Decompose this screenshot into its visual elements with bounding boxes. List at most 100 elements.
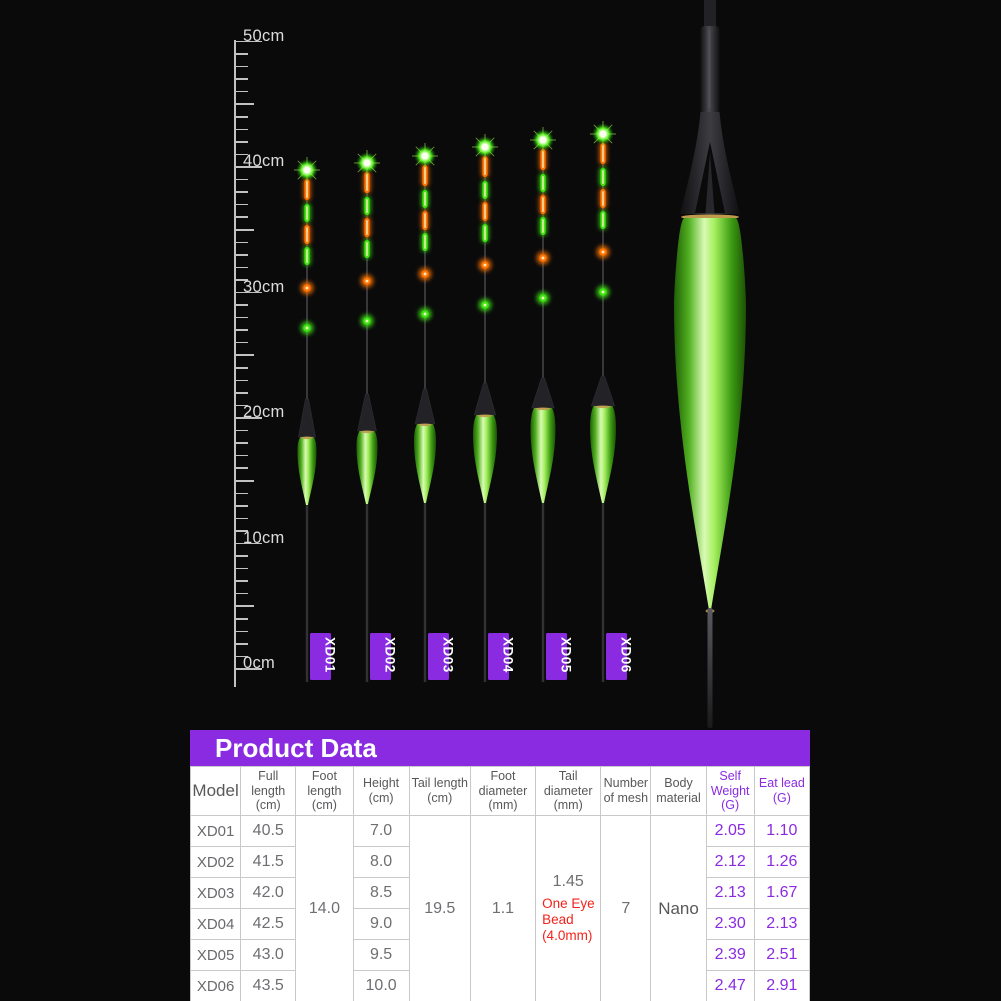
- big-float-rod: [704, 0, 716, 30]
- cell-number-of-mesh: 7: [600, 815, 652, 1001]
- ruler-tick: [235, 643, 248, 645]
- cell-eat-lead: 1.67: [753, 877, 811, 909]
- led-stripe-green: [599, 167, 607, 187]
- spec-table-wrap: Model Full length (cm) Foot length (cm) Heigh…: [189, 766, 811, 1001]
- svg-text:XD06: XD06: [619, 637, 634, 673]
- led-stripe-green: [539, 173, 547, 193]
- cell-height: 7.0: [352, 815, 410, 847]
- gold-ring: [360, 430, 374, 434]
- ruler-tick: [235, 178, 248, 181]
- led-tip-glow: [412, 143, 438, 169]
- one-eye-bead-note: One Eye Bead (4.0mm): [542, 895, 595, 944]
- float-xd01: XD01: [294, 157, 338, 682]
- ruler-tick: [235, 354, 254, 357]
- cell-full-length: 42.0: [240, 877, 297, 909]
- svg-text:XD04: XD04: [501, 637, 516, 673]
- gold-ring: [595, 405, 611, 409]
- ruler-label: 0cm: [243, 654, 276, 672]
- ruler-tick: [235, 668, 262, 670]
- svg-text:XD01: XD01: [323, 637, 338, 673]
- led-stripe-green: [421, 232, 429, 252]
- ruler-tick: [235, 505, 248, 507]
- led-stripe-orange: [481, 201, 489, 222]
- cell-self-weight: 2.12: [705, 846, 755, 878]
- cone-joint: [590, 375, 616, 407]
- cell-full-length: 42.5: [240, 908, 297, 940]
- cell-full-length: 41.5: [240, 846, 297, 878]
- led-dot-orange: [536, 251, 550, 265]
- ruler-tick: [235, 304, 248, 306]
- cell-self-weight: 2.05: [705, 815, 755, 847]
- ruler-tick: [235, 53, 248, 55]
- spec-table: Model Full length (cm) Foot length (cm) Heigh…: [189, 766, 811, 1001]
- cell-eat-lead: 2.51: [753, 939, 811, 971]
- ruler-tick: [235, 467, 248, 469]
- float-xd05: XD05: [530, 127, 574, 682]
- cell-self-weight: 2.47: [705, 970, 755, 1001]
- float-label-xd06: XD06: [606, 633, 634, 680]
- ruler-tick: [235, 216, 248, 218]
- float-body: [530, 408, 556, 503]
- ruler-tick: [235, 153, 248, 156]
- ruler-tick: [235, 40, 262, 43]
- table-row-xd06: XD06 43.5 10.0 2.47 2.91: [189, 970, 811, 1001]
- ruler-tick: [235, 580, 248, 582]
- led-dot-green: [418, 307, 432, 321]
- led-stripe-orange: [303, 224, 311, 245]
- cell-full-length: 43.5: [240, 970, 297, 1001]
- cone-prong: [705, 152, 715, 213]
- ruler-tick: [235, 630, 248, 633]
- float-label-xd03: XD03: [428, 633, 456, 680]
- col-header-self_weight: Self Weight (G): [705, 766, 755, 816]
- ruler-label: 30cm: [243, 277, 285, 296]
- ruler-tick: [235, 78, 248, 80]
- ruler-tick: [235, 65, 248, 68]
- cell-tail-length: 19.5: [408, 815, 471, 1001]
- led-stripe-green: [481, 223, 489, 243]
- cell-height: 8.0: [352, 846, 410, 878]
- ruler-tick: [235, 530, 248, 532]
- cell-self-weight: 2.39: [705, 939, 755, 971]
- led-dot-orange: [478, 258, 492, 272]
- ruler-tick: [235, 367, 248, 369]
- cone-joint: [414, 388, 436, 425]
- ruler-tick: [235, 404, 248, 407]
- cell-model: XD03: [189, 877, 242, 909]
- ruler-label: 50cm: [243, 26, 285, 45]
- cell-foot-diameter: 1.1: [469, 815, 537, 1001]
- led-tip-glow: [354, 150, 380, 176]
- gold-ring: [301, 436, 313, 440]
- led-dot-green: [536, 291, 550, 305]
- cell-self-weight: 2.30: [705, 908, 755, 940]
- product-data-title: Product Data: [190, 730, 810, 766]
- col-header-tail_diameter: Tail diameter (mm): [535, 766, 602, 816]
- ruler-tick: [235, 291, 262, 294]
- led-dot-green: [596, 285, 610, 299]
- big-float-body: [674, 218, 746, 610]
- led-tip-glow: [472, 134, 498, 160]
- float-label-xd01: XD01: [310, 633, 338, 680]
- cell-model: XD01: [189, 815, 242, 847]
- tail-diameter-value: 1.45: [552, 872, 584, 890]
- led-dot-green: [478, 298, 492, 312]
- cell-height: 8.5: [352, 877, 410, 909]
- cell-eat-lead: 2.13: [753, 908, 811, 940]
- cell-self-weight: 2.13: [705, 877, 755, 909]
- ruler-tick: [235, 417, 262, 419]
- cell-full-length: 43.0: [240, 939, 297, 971]
- col-header-model: Model: [189, 766, 242, 816]
- led-stripe-orange: [303, 178, 311, 201]
- gold-ring: [535, 407, 551, 411]
- float-xd03: XD03: [412, 143, 456, 682]
- cell-model: XD04: [189, 908, 242, 940]
- ruler-tick: [235, 279, 248, 281]
- float-label-xd02: XD02: [370, 633, 398, 680]
- float-body: [356, 431, 378, 504]
- float-body: [414, 424, 436, 503]
- led-dot-green: [300, 321, 314, 335]
- float-xd04: XD04: [472, 134, 516, 682]
- led-stripe-green: [363, 196, 371, 216]
